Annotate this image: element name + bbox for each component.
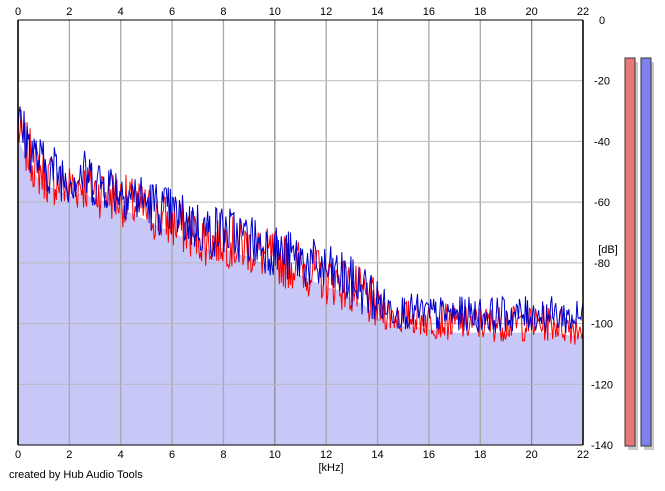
y-tick-label: -40: [594, 136, 610, 148]
x-tick-label-bottom: 0: [15, 449, 21, 461]
x-tick-label-top: 14: [371, 6, 383, 18]
x-tick-label-top: 8: [220, 6, 226, 18]
x-tick-label-top: 2: [66, 6, 72, 18]
level-meters: [624, 57, 654, 450]
series-lines: [17, 106, 584, 345]
y-tick-label: -140: [591, 440, 613, 452]
x-tick-label-bottom: 18: [474, 449, 486, 461]
x-tick-label-bottom: 6: [169, 449, 175, 461]
y-tick-label: -120: [591, 379, 613, 391]
level-meter-left: [624, 57, 636, 447]
axes: 00224466881010121214141616181820202222[k…: [15, 6, 618, 474]
x-tick-label-top: 16: [423, 6, 435, 18]
x-tick-label-top: 22: [577, 6, 589, 18]
x-axis-label: [kHz]: [318, 462, 343, 474]
y-tick-label: 0: [599, 15, 605, 27]
x-tick-label-top: 18: [474, 6, 486, 18]
x-tick-label-top: 4: [118, 6, 124, 18]
footer-credit: created by Hub Audio Tools: [9, 469, 143, 481]
x-tick-label-bottom: 22: [577, 449, 589, 461]
x-tick-label-bottom: 2: [66, 449, 72, 461]
x-tick-label-top: 12: [320, 6, 332, 18]
x-tick-label-bottom: 10: [269, 449, 281, 461]
x-tick-label-top: 10: [269, 6, 281, 18]
x-tick-label-bottom: 14: [371, 449, 383, 461]
y-tick-label: -80: [594, 258, 610, 270]
x-tick-label-bottom: 16: [423, 449, 435, 461]
spectrum-fill-area: [18, 138, 583, 445]
level-meter-right: [640, 57, 652, 447]
y-tick-label: -100: [591, 319, 613, 331]
y-tick-label: -20: [594, 76, 610, 88]
x-tick-label-top: 6: [169, 6, 175, 18]
y-tick-label: -60: [594, 197, 610, 209]
x-tick-label-bottom: 20: [526, 449, 538, 461]
x-tick-label-top: 20: [526, 6, 538, 18]
x-tick-label-bottom: 8: [220, 449, 226, 461]
spectrum-fill: [18, 138, 583, 445]
y-axis-label: [dB]: [598, 244, 618, 256]
x-tick-label-bottom: 4: [118, 449, 124, 461]
series-line-2: [17, 106, 584, 333]
x-tick-label-top: 0: [15, 6, 21, 18]
x-tick-label-bottom: 12: [320, 449, 332, 461]
